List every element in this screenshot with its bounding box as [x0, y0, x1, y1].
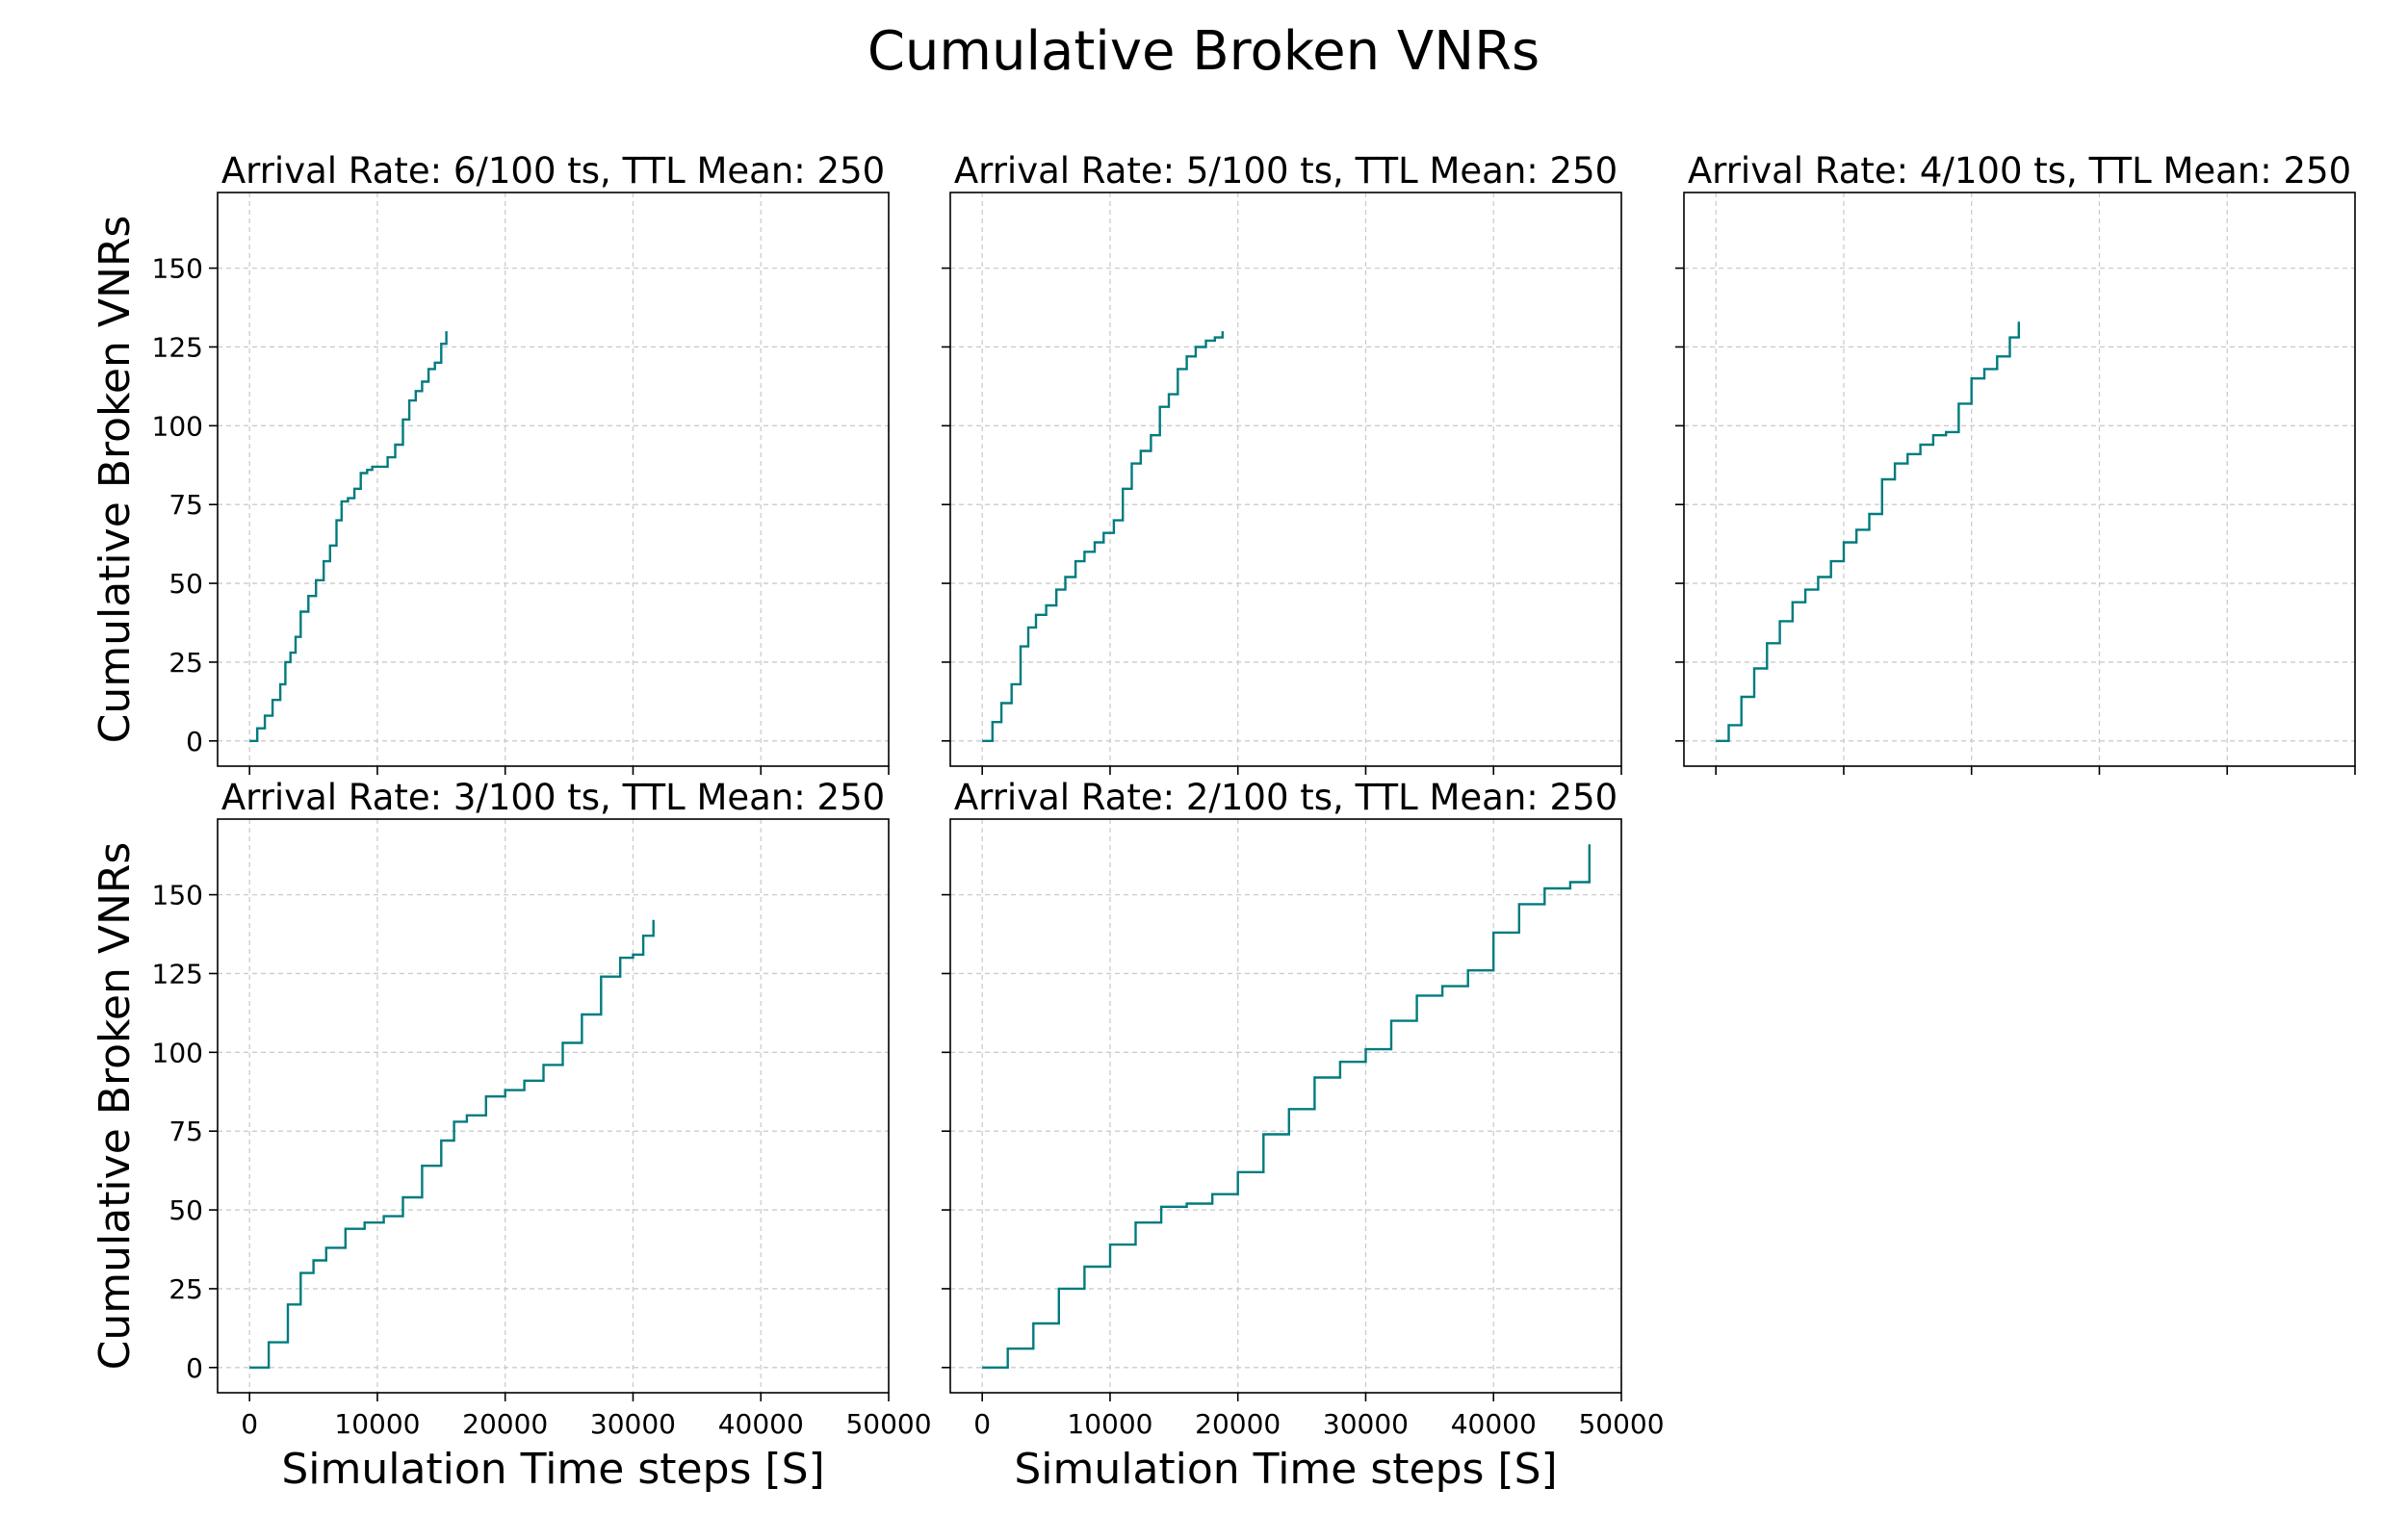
subplot-title: Arrival Rate: 3/100 ts, TTL Mean: 250 — [221, 777, 885, 818]
subplot-5: 0 10000 20000 30000 40000 50000 Arrival Rate: … — [942, 777, 1665, 1494]
series-line — [982, 844, 1591, 1369]
x-tick-label: 20000 — [462, 1408, 548, 1440]
y-tick-label: 0 — [186, 726, 203, 757]
y-tick-label: 25 — [168, 647, 203, 679]
x-tick-label: 0 — [973, 1408, 991, 1440]
x-axis-label: Simulation Time steps [S] — [1014, 1445, 1557, 1494]
series-line — [249, 331, 448, 742]
y-tick-label: 75 — [168, 1116, 203, 1147]
x-tick-label: 0 — [241, 1408, 258, 1440]
x-tick-label: 40000 — [1451, 1408, 1537, 1440]
subplot-1: 0 25 50 75 100 125 150 Arrival Rate: 6/100 ts, … — [91, 150, 890, 775]
x-tick-label: 30000 — [1323, 1408, 1409, 1440]
x-tick-label: 50000 — [1578, 1408, 1664, 1440]
y-tick-label: 125 — [152, 331, 203, 363]
x-tick-label: 40000 — [718, 1408, 804, 1440]
y-tick-label: 25 — [168, 1273, 203, 1305]
plot-frame — [217, 818, 890, 1394]
figure-title: Cumulative Broken VNRs — [867, 20, 1540, 83]
y-tick-label: 150 — [152, 253, 203, 285]
y-tick-label: 50 — [168, 568, 203, 600]
y-axis-label: Cumulative Broken VNRs — [91, 842, 140, 1371]
y-axis-label: Cumulative Broken VNRs — [91, 216, 140, 744]
y-tick-label: 100 — [152, 1037, 203, 1068]
subplot-2: Arrival Rate: 5/100 ts, TTL Mean: 250 — [942, 150, 1622, 775]
y-tick-label: 100 — [152, 410, 203, 442]
y-tick-label: 150 — [152, 880, 203, 911]
x-tick-label: 10000 — [334, 1408, 420, 1440]
x-tick-label: 50000 — [845, 1408, 931, 1440]
series-line — [249, 919, 655, 1369]
x-axis-label: Simulation Time steps [S] — [281, 1445, 824, 1494]
series-line — [1716, 321, 2020, 742]
x-tick-label: 30000 — [590, 1408, 676, 1440]
y-tick-label: 50 — [168, 1194, 203, 1226]
plot-frame — [949, 818, 1622, 1394]
subplot-3: Arrival Rate: 4/100 ts, TTL Mean: 250 — [1675, 150, 2356, 775]
y-tick-label: 125 — [152, 958, 203, 989]
y-tick-label: 75 — [168, 489, 203, 521]
subplot-title: Arrival Rate: 2/100 ts, TTL Mean: 250 — [954, 777, 1618, 818]
x-tick-label: 20000 — [1195, 1408, 1281, 1440]
subplot-title: Arrival Rate: 5/100 ts, TTL Mean: 250 — [954, 150, 1618, 192]
subplot-4: 0 10000 20000 30000 40000 50000 0 25 50 75 100 125 1… — [91, 777, 932, 1494]
subplot-title: Arrival Rate: 6/100 ts, TTL Mean: 250 — [221, 150, 885, 192]
plot-frame — [949, 192, 1622, 767]
plot-frame — [1683, 192, 2356, 767]
series-line — [982, 331, 1224, 742]
plot-frame — [217, 192, 890, 767]
x-tick-label: 10000 — [1067, 1408, 1152, 1440]
subplot-title: Arrival Rate: 4/100 ts, TTL Mean: 250 — [1688, 150, 2351, 192]
y-tick-label: 0 — [186, 1352, 203, 1384]
